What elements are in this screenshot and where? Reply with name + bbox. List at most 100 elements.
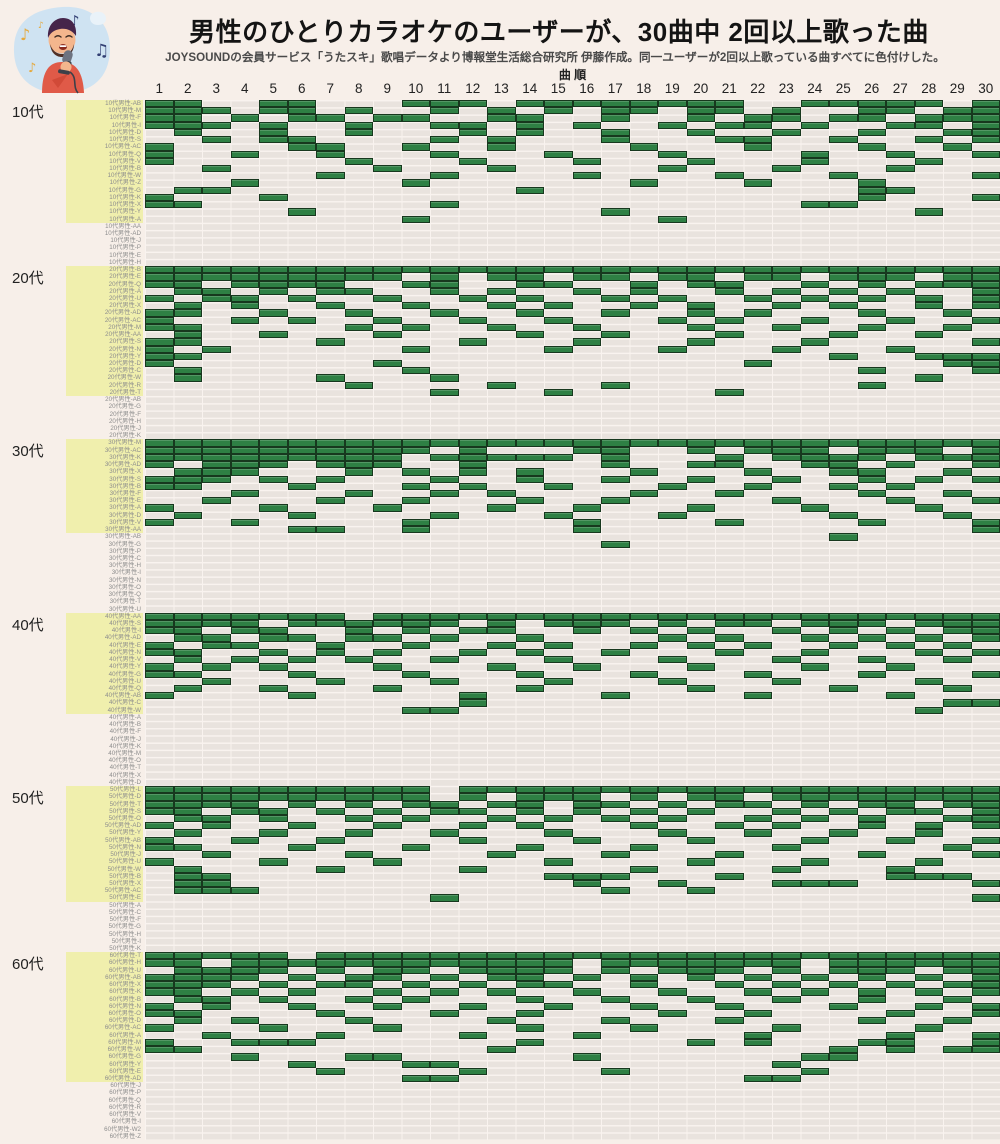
heat-cell [515,331,544,339]
heat-cell [857,1038,886,1047]
user-label: 60代男性-Z [109,1132,141,1140]
heat-cell [344,995,373,1003]
heat-cell [829,981,858,989]
heat-cell [145,518,174,527]
heat-cell [886,800,915,808]
heat-cell [458,446,487,454]
heat-cell [715,634,744,642]
heat-cell [259,439,288,447]
heat-cell [772,446,801,454]
heat-cell [772,966,801,974]
column-header: 25 [835,81,851,96]
heat-cell [316,966,345,974]
heat-cell [344,121,373,129]
heat-cell [971,128,1000,137]
heat-cell [743,612,772,620]
heat-cell [515,648,544,657]
user-label: 10代男性-I [111,121,141,129]
heat-cell [743,309,772,317]
heat-cell [829,685,858,693]
highlight-band [66,266,143,397]
heat-cell [829,468,858,476]
svg-text:♪: ♪ [38,21,44,31]
heat-cell [800,280,829,288]
heat-cell [943,995,972,1003]
user-label: 50代男性-G [108,923,141,931]
heat-cell [886,952,915,960]
heat-cell [145,1046,174,1054]
heat-cell [344,461,373,469]
heat-cell [914,648,943,657]
heat-cell [686,504,715,512]
heat-cell [458,952,487,960]
heat-cell [686,685,715,693]
heat-cell [601,1017,630,1025]
heat-cell [914,1002,943,1010]
heat-cell [886,959,915,967]
heat-cell [601,273,630,281]
highlight-band [66,786,143,902]
heat-cell [943,685,972,693]
user-label: 50代男性-K [109,945,141,952]
heat-cell [686,973,715,982]
heat-cell [487,851,516,859]
user-label: 20代男性-T [109,389,141,396]
heat-cell [373,663,402,671]
heat-cell [401,620,430,628]
heat-cell [458,865,487,873]
heat-cell [715,518,744,527]
heat-cell [686,952,715,960]
heat-cell [287,526,316,534]
user-label: 30代男性-B [109,482,141,490]
user-label: 40代男性-W [107,706,141,714]
heat-cell [572,266,601,274]
heat-cell [857,475,886,483]
heat-cell [857,851,886,859]
heat-cell [259,280,288,288]
heat-cell [145,843,174,852]
heat-cell [829,302,858,310]
heat-cell [971,620,1000,628]
heat-cell [886,266,915,274]
heat-cell [914,872,943,880]
heat-cell [971,988,1000,996]
user-label: 10代男性-W [107,172,141,180]
heat-cell [914,475,943,483]
heat-cell [829,331,858,339]
user-label: 60代男性-D [108,1017,141,1025]
heat-cell [857,381,886,389]
column-header: 21 [721,81,737,96]
heat-cell [487,136,516,144]
heat-cell [173,331,202,339]
heat-cell [230,1038,259,1047]
heat-cell [487,287,516,295]
heat-cell [401,468,430,476]
heat-cell [772,287,801,295]
heat-cell [458,100,487,108]
heat-cell [743,829,772,837]
heat-cell [743,266,772,274]
heat-cell [230,887,259,895]
heat-cell [373,331,402,339]
heat-cell [515,468,544,476]
heat-cell [287,446,316,454]
heat-cell [971,1002,1000,1010]
age-group-label: 50代 [12,790,44,808]
heat-cell [544,981,573,989]
heat-cell [173,685,202,693]
heat-cell [287,143,316,151]
heat-cell [344,157,373,165]
heat-cell [572,807,601,815]
heat-cell [572,800,601,808]
heat-cell [743,952,772,960]
heat-cell [344,851,373,859]
heat-cell [202,952,231,960]
heat-cell [572,988,601,996]
heat-cell [601,136,630,144]
heat-cell [857,800,886,808]
heat-cell [629,973,658,982]
heat-cell [373,1002,402,1010]
heat-cell [430,973,459,982]
heat-cell [658,677,687,685]
heat-cell [316,273,345,281]
